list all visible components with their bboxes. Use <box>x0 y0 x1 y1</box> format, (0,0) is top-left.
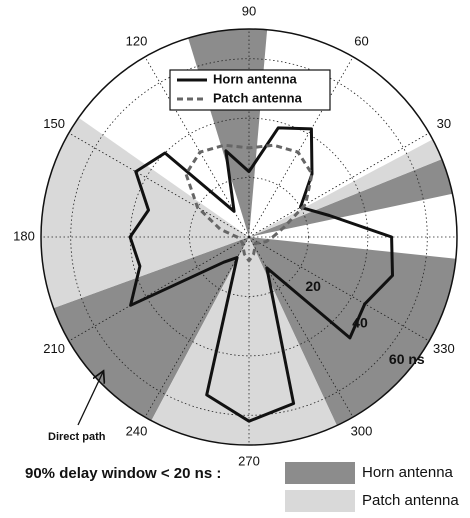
annotation-arrow <box>77 372 103 426</box>
sector-legend-swatch <box>285 462 355 484</box>
spoke <box>248 132 430 238</box>
theta-tick-label: 210 <box>43 341 65 356</box>
sector-legend-label: Horn antenna <box>362 464 454 481</box>
theta-tick-label: 30 <box>437 116 451 131</box>
sector-legend-title: 90% delay window < 20 ns : <box>25 465 221 482</box>
sector-legend-swatch <box>285 490 355 512</box>
legend-label: Patch antenna <box>213 90 303 105</box>
spoke <box>68 132 250 238</box>
spoke <box>68 236 250 342</box>
spoke <box>248 56 354 238</box>
grid-circle <box>70 58 428 416</box>
spoke <box>144 56 250 238</box>
spoke <box>144 236 250 418</box>
theta-tick-label: 90 <box>242 3 256 18</box>
theta-tick-label: 150 <box>43 116 65 131</box>
legend-label: Horn antenna <box>213 71 298 86</box>
grid-circle <box>189 177 309 297</box>
theta-tick-label: 60 <box>354 34 368 49</box>
sector <box>249 159 453 237</box>
r-tick-label: 40 <box>352 314 368 330</box>
outer-circle <box>40 28 458 446</box>
annotation: Direct path <box>48 431 106 443</box>
theta-tick-label: 270 <box>238 453 260 468</box>
theta-tick-label: 180 <box>13 228 35 243</box>
series-line <box>184 143 314 263</box>
series-line <box>128 126 394 423</box>
legend-box <box>169 69 331 111</box>
r-tick-label: 20 <box>305 278 321 294</box>
theta-tick-label: 330 <box>433 341 455 356</box>
plot <box>40 28 458 446</box>
spoke <box>248 236 430 342</box>
r-tick-label: 60 ns <box>389 351 425 367</box>
sector-legend-label: Patch antenna <box>362 492 459 509</box>
theta-tick-label: 120 <box>126 34 148 49</box>
theta-tick-label: 240 <box>126 423 148 438</box>
spoke <box>248 236 354 418</box>
theta-tick-label: 300 <box>351 423 373 438</box>
